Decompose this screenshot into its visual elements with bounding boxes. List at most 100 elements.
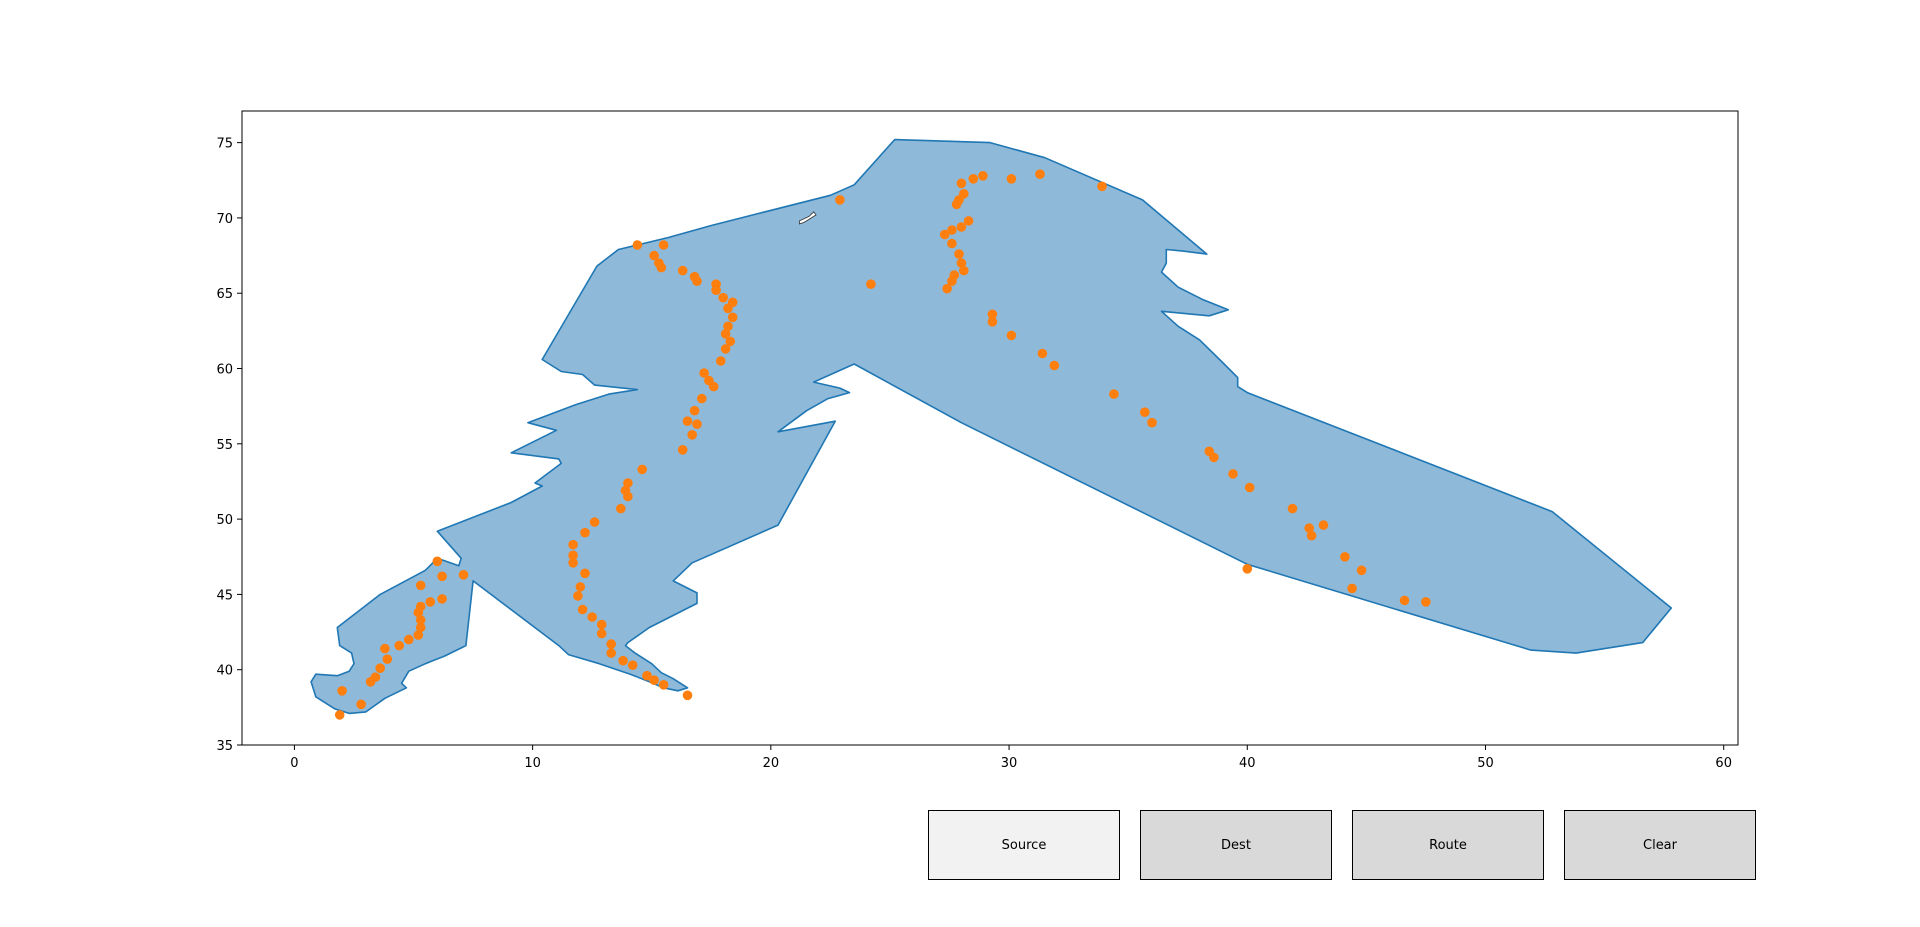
data-point	[1147, 417, 1157, 428]
region-polygon	[310, 138, 1673, 715]
data-point	[432, 556, 443, 567]
data-point	[437, 571, 447, 582]
points-layer	[334, 169, 1431, 720]
data-point	[589, 517, 600, 527]
data-point	[956, 222, 967, 232]
route-button[interactable]: Route	[1352, 810, 1544, 880]
data-point	[649, 675, 659, 685]
data-point	[1209, 452, 1219, 463]
data-point	[956, 258, 967, 268]
data-point	[649, 250, 659, 261]
data-point	[370, 672, 381, 682]
data-point	[1399, 595, 1410, 606]
data-point	[727, 297, 738, 308]
data-point	[658, 680, 669, 690]
data-point	[959, 189, 969, 199]
data-point	[658, 240, 669, 250]
data-point	[606, 639, 616, 649]
data-point	[963, 216, 974, 226]
data-point	[580, 527, 590, 538]
data-point	[618, 655, 628, 666]
data-point	[727, 312, 738, 323]
data-point	[404, 634, 414, 645]
data-point	[987, 317, 998, 327]
x-tick-label: 60	[1715, 756, 1732, 771]
data-point	[939, 229, 950, 240]
data-point	[623, 478, 633, 488]
data-point	[415, 601, 426, 612]
data-point	[987, 309, 998, 320]
data-point	[1006, 330, 1017, 341]
data-point	[1035, 169, 1045, 179]
data-point	[1244, 482, 1255, 493]
data-point	[415, 580, 426, 591]
data-point	[689, 405, 700, 416]
data-point	[716, 356, 726, 366]
data-point	[616, 503, 626, 514]
data-point	[606, 648, 616, 658]
data-point	[356, 699, 366, 710]
data-point	[1109, 389, 1119, 399]
data-point	[575, 582, 586, 592]
data-point	[413, 630, 424, 640]
data-point	[380, 643, 390, 654]
data-point	[699, 368, 709, 378]
data-point	[682, 690, 693, 701]
y-tick-label: 55	[216, 438, 233, 453]
data-point	[334, 710, 345, 720]
clear-button[interactable]: Clear	[1564, 810, 1756, 880]
y-tick-label: 60	[216, 363, 233, 378]
dest-button[interactable]: Dest	[1140, 810, 1332, 880]
data-point	[1006, 174, 1017, 184]
data-point	[947, 225, 957, 235]
data-point	[458, 570, 469, 580]
x-tick-label: 0	[290, 756, 298, 771]
data-point	[959, 265, 969, 276]
data-point	[415, 615, 426, 625]
data-point	[720, 329, 731, 339]
source-button[interactable]: Source	[928, 810, 1120, 880]
data-point	[654, 258, 664, 268]
data-point	[718, 292, 728, 303]
data-point	[1140, 407, 1150, 418]
data-point	[573, 591, 583, 601]
data-point	[704, 375, 714, 386]
data-point	[949, 270, 960, 280]
data-point	[375, 663, 386, 673]
data-point	[1421, 597, 1431, 607]
data-point	[587, 612, 597, 622]
data-point	[720, 344, 731, 354]
data-point	[978, 171, 988, 181]
data-point	[725, 336, 736, 347]
data-point	[723, 321, 733, 332]
y-tick-label: 70	[216, 212, 233, 227]
data-point	[947, 238, 957, 249]
data-point	[1306, 530, 1317, 541]
region-layer	[310, 138, 1673, 715]
data-point	[337, 686, 347, 696]
data-point	[1356, 565, 1367, 576]
data-point	[632, 240, 643, 250]
data-point	[835, 195, 845, 205]
data-point	[627, 660, 638, 670]
data-point	[677, 445, 688, 455]
data-point	[968, 174, 979, 184]
data-point	[1242, 564, 1253, 574]
data-point	[568, 539, 578, 550]
data-point	[415, 622, 426, 633]
data-point	[677, 265, 688, 276]
data-point	[1347, 583, 1357, 594]
data-point	[596, 628, 607, 639]
ticks-layer: 0 10 20 30 40 50 60 35 40 45 50 55 60 65 70 75	[216, 137, 1732, 771]
data-point	[425, 597, 436, 607]
x-tick-label: 40	[1239, 756, 1256, 771]
data-point	[687, 430, 697, 440]
data-point	[1318, 520, 1329, 530]
x-tick-label: 10	[524, 756, 541, 771]
data-point	[866, 279, 876, 290]
data-point	[1037, 348, 1048, 359]
data-point	[596, 619, 607, 630]
y-tick-label: 45	[216, 588, 233, 603]
data-point	[568, 558, 578, 568]
